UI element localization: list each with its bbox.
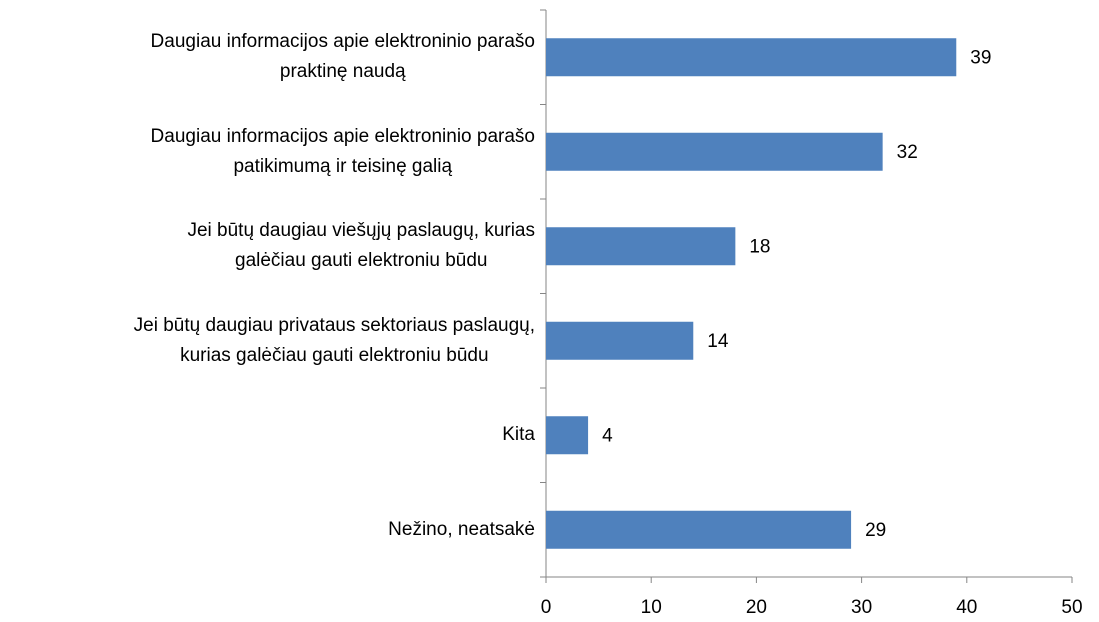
y-tick-label: Jei būtų daugiau viešųjų paslaugų, kuria… bbox=[187, 220, 535, 272]
bar bbox=[546, 132, 883, 171]
value-label: 4 bbox=[602, 425, 613, 446]
bar bbox=[546, 227, 736, 266]
bar bbox=[546, 510, 852, 549]
y-tick-label: Nežino, neatsakė bbox=[388, 518, 535, 540]
bar bbox=[546, 38, 957, 77]
bar bbox=[546, 416, 589, 455]
x-tick-label: 20 bbox=[746, 597, 767, 618]
value-label: 39 bbox=[970, 47, 991, 68]
y-tick-label: Jei būtų daugiau privataus sektoriaus pa… bbox=[133, 314, 535, 366]
y-tick-label: Daugiau informacijos apie elektroninio p… bbox=[150, 125, 535, 177]
bar bbox=[546, 321, 694, 360]
value-label: 18 bbox=[749, 236, 770, 257]
x-tick-label: 0 bbox=[541, 597, 552, 618]
value-label: 14 bbox=[707, 331, 729, 352]
y-tick-label: Kita bbox=[502, 424, 535, 446]
x-tick-label: 10 bbox=[641, 597, 662, 618]
x-tick-label: 50 bbox=[1061, 597, 1082, 618]
x-tick-label: 40 bbox=[956, 597, 977, 618]
y-tick-label: Daugiau informacijos apie elektroninio p… bbox=[150, 31, 535, 83]
x-tick-label: 30 bbox=[851, 597, 872, 618]
value-label: 32 bbox=[897, 142, 918, 163]
value-label: 29 bbox=[865, 520, 886, 541]
